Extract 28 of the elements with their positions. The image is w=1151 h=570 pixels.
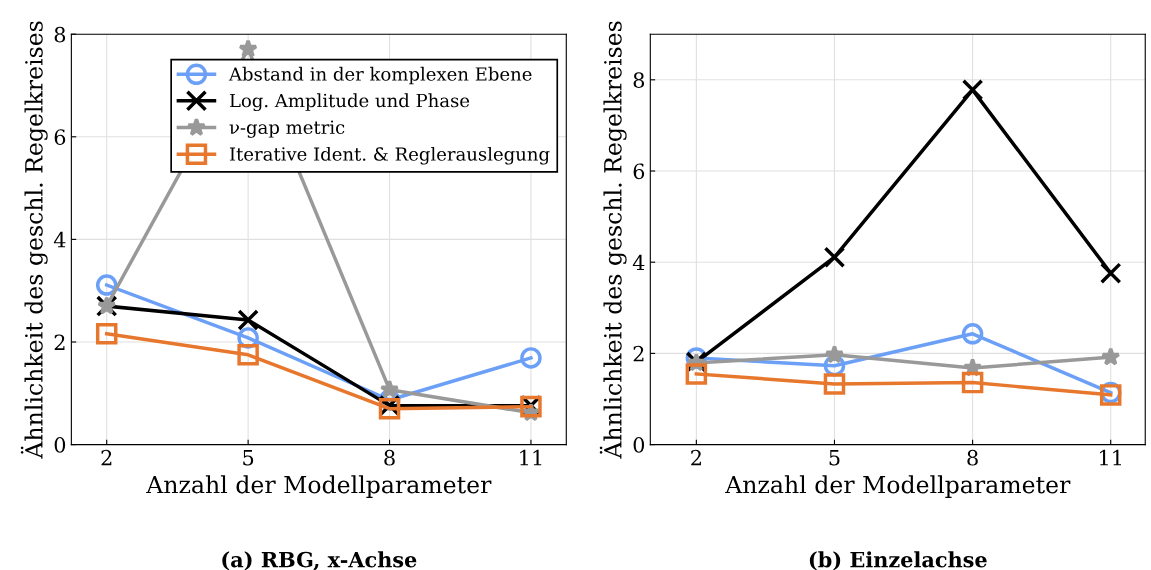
y-tick-label: 0 <box>633 437 645 453</box>
x-tick-label: 8 <box>967 449 978 466</box>
x-tick-label: 2 <box>691 449 701 466</box>
y-tick-label: 6 <box>633 163 645 180</box>
y-tick-label: 4 <box>632 254 645 271</box>
legend-label: ν-gap metric <box>229 120 345 138</box>
legend-label: Abstand in der komplexen Ebene <box>228 66 532 85</box>
y-tick-label: 2 <box>633 345 644 362</box>
legend-label: Iterative Ident. & Reglerauslegung <box>229 146 550 165</box>
y-axis-title: Ähnlichkeit des geschl. Regelkreises <box>20 21 48 459</box>
y-tick-label: 8 <box>54 26 66 43</box>
y-axis-title: Ähnlichkeit des geschl. Regelkreises <box>599 21 627 459</box>
y-tick-label: 2 <box>54 334 65 350</box>
y-tick-label: 8 <box>633 72 645 89</box>
y-tick-label: 0 <box>54 437 66 453</box>
y-tick-label: 6 <box>54 129 66 146</box>
x-tick-label: 5 <box>243 450 254 466</box>
x-tick-label: 11 <box>1100 449 1122 466</box>
y-tick-label: 4 <box>53 231 66 248</box>
x-axis-title: Anzahl der Modellparameter <box>146 475 492 499</box>
x-axis-title: Anzahl der Modellparameter <box>725 475 1071 499</box>
x-tick-label: 5 <box>829 450 840 466</box>
x-tick-label: 2 <box>101 449 112 466</box>
legend-label: Log. Amplitude und Phase <box>229 93 470 112</box>
text: (a) RBG, x-Achse <box>222 551 417 570</box>
x-tick-label: 11 <box>520 449 542 466</box>
text: (b) Einzelachse <box>809 551 987 570</box>
x-tick-label: 8 <box>384 449 395 466</box>
